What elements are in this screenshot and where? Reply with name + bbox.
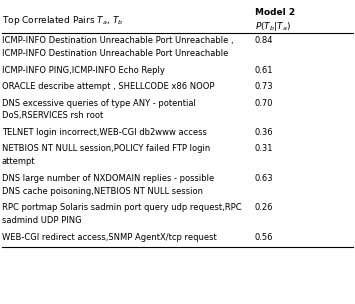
Text: Model 2: Model 2: [255, 8, 295, 17]
Text: ICMP-INFO Destination Unreachable Port Unreachable ,: ICMP-INFO Destination Unreachable Port U…: [2, 36, 233, 45]
Text: $P(T_b|T_a)$: $P(T_b|T_a)$: [255, 20, 291, 33]
Text: RPC portmap Solaris sadmin port query udp request,RPC: RPC portmap Solaris sadmin port query ud…: [2, 203, 241, 212]
Text: 0.26: 0.26: [255, 203, 273, 212]
Text: 0.63: 0.63: [255, 174, 273, 183]
Text: 0.70: 0.70: [255, 98, 273, 108]
Text: ICMP-INFO PING,ICMP-INFO Echo Reply: ICMP-INFO PING,ICMP-INFO Echo Reply: [2, 66, 165, 74]
Text: ICMP-INFO Destination Unreachable Port Unreachable: ICMP-INFO Destination Unreachable Port U…: [2, 49, 228, 58]
Text: WEB-CGI redirect access,SNMP AgentX/tcp request: WEB-CGI redirect access,SNMP AgentX/tcp …: [2, 233, 217, 242]
Text: 0.84: 0.84: [255, 36, 273, 45]
Text: 0.31: 0.31: [255, 144, 273, 154]
Text: attempt: attempt: [2, 157, 36, 166]
Text: 0.61: 0.61: [255, 66, 273, 74]
Text: TELNET login incorrect,WEB-CGI db2www access: TELNET login incorrect,WEB-CGI db2www ac…: [2, 128, 207, 137]
Text: Top Correlated Pairs $T_a$, $T_b$: Top Correlated Pairs $T_a$, $T_b$: [2, 14, 123, 27]
Text: DNS excessive queries of type ANY - potential: DNS excessive queries of type ANY - pote…: [2, 98, 196, 108]
Text: sadmind UDP PING: sadmind UDP PING: [2, 216, 81, 225]
Text: 0.36: 0.36: [255, 128, 273, 137]
Text: ORACLE describe attempt , SHELLCODE x86 NOOP: ORACLE describe attempt , SHELLCODE x86 …: [2, 82, 214, 91]
Text: NETBIOS NT NULL session,POLICY failed FTP login: NETBIOS NT NULL session,POLICY failed FT…: [2, 144, 210, 154]
Text: DNS cache poisoning,NETBIOS NT NULL session: DNS cache poisoning,NETBIOS NT NULL sess…: [2, 187, 203, 196]
Text: DoS,RSERVICES rsh root: DoS,RSERVICES rsh root: [2, 112, 103, 120]
Text: 0.56: 0.56: [255, 233, 273, 242]
Text: 0.73: 0.73: [255, 82, 273, 91]
Text: DNS large number of NXDOMAIN replies - possible: DNS large number of NXDOMAIN replies - p…: [2, 174, 214, 183]
